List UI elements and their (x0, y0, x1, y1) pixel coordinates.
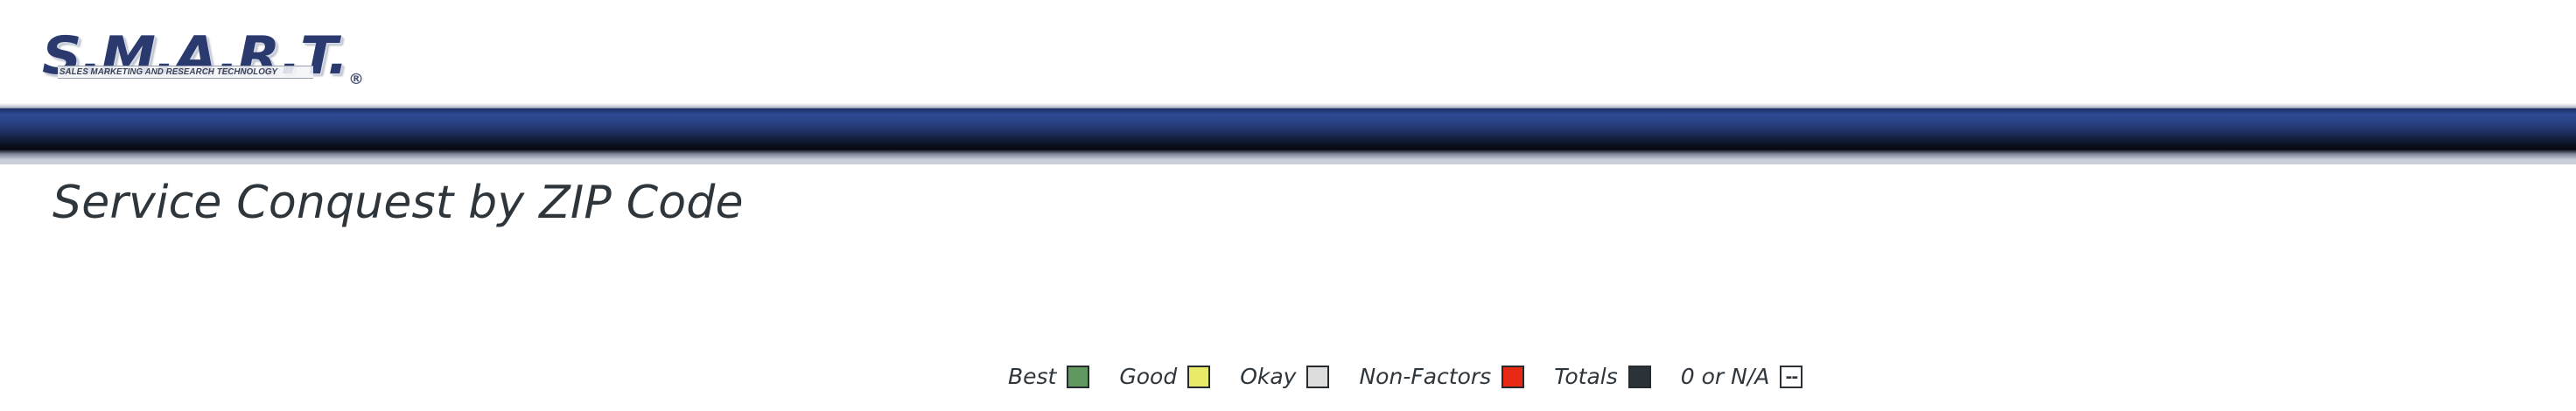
navbar-top-highlight (0, 103, 2576, 108)
navbar-bottom-shadow (0, 150, 2576, 159)
brand-wordmark: S.M.A.R.T.® (42, 24, 364, 102)
legend-swatch-good (1187, 366, 1211, 388)
legend-item-good[interactable]: Good (1119, 364, 1211, 390)
navigation-bar (0, 103, 2576, 159)
legend-label: Good (1119, 364, 1178, 389)
legend-item-zero-or-na[interactable]: 0 or N/A -- (1681, 364, 1803, 390)
legend-label: Okay (1240, 364, 1297, 389)
brand-tagline-text: SALES MARKETING AND RESEARCH TECHNOLOGY (59, 67, 278, 77)
legend-item-non-factors[interactable]: Non-Factors (1359, 364, 1525, 390)
legend-label: Totals (1554, 364, 1618, 389)
legend-swatch-best (1067, 366, 1090, 388)
legend-label: Best (1008, 364, 1057, 389)
legend-item-totals[interactable]: Totals (1554, 364, 1651, 390)
legend-swatch-okay (1306, 366, 1330, 388)
content-area (0, 164, 2576, 411)
legend-swatch-totals (1628, 366, 1651, 388)
brand-logo[interactable]: S.M.A.R.T.® SALES MARKETING AND RESEARCH… (42, 24, 364, 89)
legend-swatch-non-factors (1502, 366, 1525, 388)
legend-label: 0 or N/A (1680, 364, 1770, 389)
registered-trademark-icon: ® (348, 71, 364, 88)
brand-tagline-strip: SALES MARKETING AND RESEARCH TECHNOLOGY (58, 66, 313, 79)
legend-swatch-zero-or-na: -- (1780, 366, 1803, 388)
page-title: Service Conquest by ZIP Code (52, 177, 744, 229)
navbar-underline (0, 159, 2576, 164)
navbar-gradient (0, 108, 2576, 150)
legend-item-best[interactable]: Best (1008, 364, 1090, 390)
legend-item-okay[interactable]: Okay (1240, 364, 1330, 390)
legend: Best Good Okay Non-Factors Totals 0 or N… (1008, 359, 1803, 394)
legend-label: Non-Factors (1359, 364, 1492, 389)
